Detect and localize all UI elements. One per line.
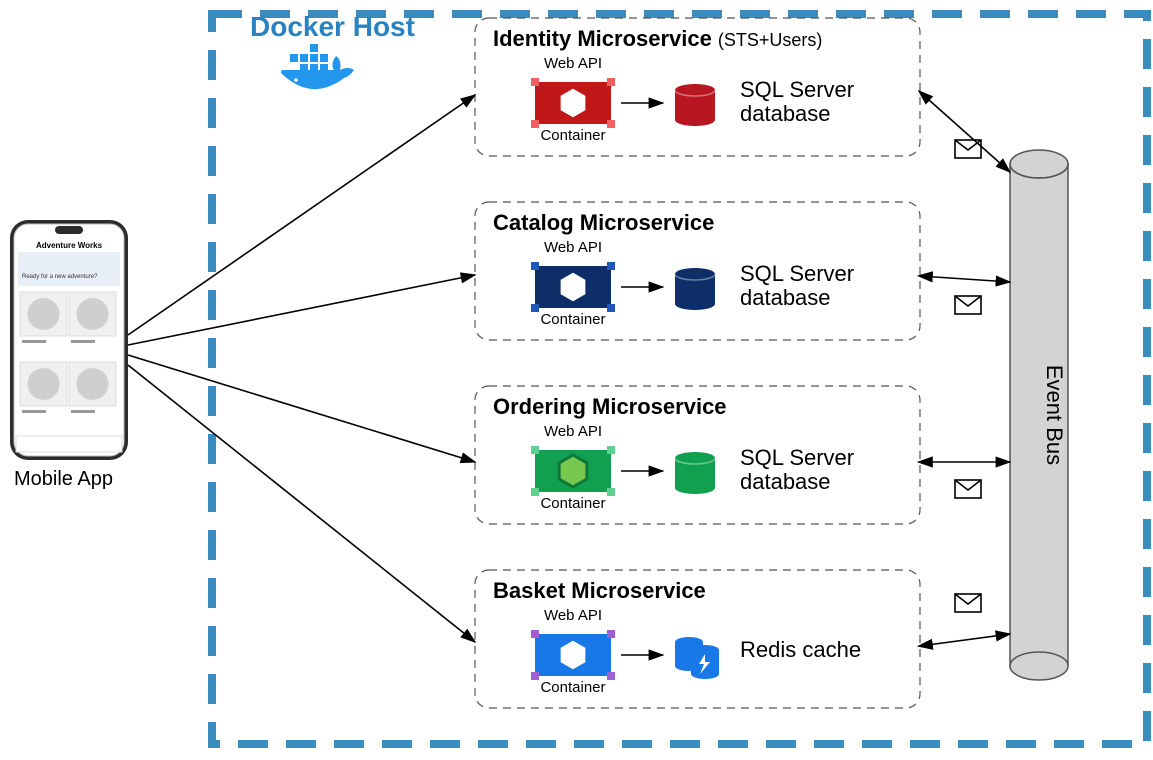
service-ordering: Ordering MicroserviceWeb APIContainerSQL… xyxy=(475,386,920,524)
envelope-icon xyxy=(955,296,981,314)
service-catalog-api-label: Web API xyxy=(544,239,602,256)
service-basket-api-label: Web API xyxy=(544,607,602,624)
service-identity-container-icon xyxy=(531,78,615,128)
mobile-hero-text: Ready for a new adventure? xyxy=(22,274,98,280)
app-connection-1 xyxy=(128,275,475,345)
service-catalog-title: Catalog Microservice xyxy=(493,210,714,235)
bus-connection-3 xyxy=(920,634,1010,646)
app-connection-0 xyxy=(128,95,475,335)
service-identity-container-label: Container xyxy=(540,127,605,144)
mobile-app-label: Mobile App xyxy=(14,468,113,490)
service-ordering-api-label: Web API xyxy=(544,423,602,440)
envelope-icon xyxy=(955,594,981,612)
service-identity: Identity Microservice(STS+Users) Web API C… xyxy=(475,18,920,156)
service-ordering-title: Ordering Microservice xyxy=(493,394,727,419)
mobile-app: Adventure Works Ready for a new adventure… xyxy=(10,220,128,460)
app-connection-2 xyxy=(128,355,475,462)
service-basket-title: Basket Microservice xyxy=(493,578,706,603)
event-bus-label: Event Bus xyxy=(1042,365,1067,465)
service-identity-db-icon xyxy=(675,84,715,126)
bus-connection-1 xyxy=(920,276,1010,282)
service-ordering-db-icon xyxy=(675,452,715,494)
service-basket-db-label: Redis cache xyxy=(740,637,861,662)
bus-connection-0 xyxy=(920,92,1010,172)
service-basket-container-label: Container xyxy=(540,679,605,696)
service-identity-api-label: Web API xyxy=(544,55,602,72)
service-ordering-container-label: Container xyxy=(540,495,605,512)
service-catalog-db-icon xyxy=(675,268,715,310)
service-basket: Basket Microservice Web API Container Redis… xyxy=(475,570,920,708)
envelope-icon xyxy=(955,480,981,498)
service-catalog-container-label: Container xyxy=(540,311,605,328)
docker-logo-icon xyxy=(281,44,354,89)
architecture-diagram: Docker Host Adventure Works Ready for a ne… xyxy=(0,0,1153,760)
service-catalog: Catalog MicroserviceWeb APIContainerSQL … xyxy=(475,202,920,340)
docker-host-title: Docker Host xyxy=(250,11,415,42)
service-catalog-container-icon xyxy=(531,262,615,312)
mobile-header: Adventure Works xyxy=(36,241,103,250)
service-basket-container-icon xyxy=(531,630,615,680)
service-identity-title: Identity Microservice(STS+Users) xyxy=(493,26,822,51)
service-ordering-container-icon xyxy=(531,446,615,496)
app-connection-3 xyxy=(128,365,475,642)
